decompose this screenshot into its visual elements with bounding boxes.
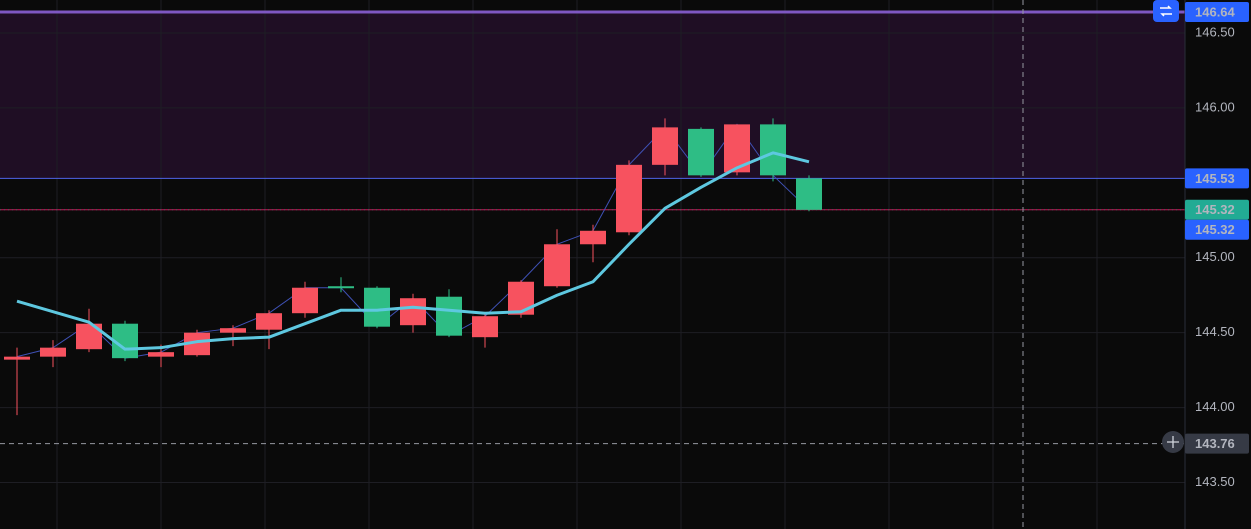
candle-body (148, 352, 174, 357)
candle-body (544, 244, 570, 287)
candle-body (688, 128, 714, 176)
settings-icon (1160, 5, 1172, 17)
candle-body (472, 316, 498, 338)
candle-body (616, 164, 642, 233)
candle-body (220, 328, 246, 333)
candle-body (328, 286, 354, 289)
y-tick-label: 144.00 (1195, 399, 1235, 414)
price-label-box (1185, 219, 1249, 240)
candle-body (436, 296, 462, 336)
y-tick-label: 146.50 (1195, 24, 1235, 39)
candle-body (256, 313, 282, 330)
candle-body (796, 178, 822, 210)
candle-body (364, 287, 390, 327)
candle-body (652, 127, 678, 165)
candle-body (580, 230, 606, 245)
candle-body (400, 298, 426, 326)
y-tick-label: 145.00 (1195, 249, 1235, 264)
price-label: 145.53 (1195, 171, 1235, 186)
background-layer (0, 11, 1185, 179)
price-label: 143.76 (1195, 436, 1235, 451)
candle-body (4, 356, 30, 360)
candle-body (760, 124, 786, 176)
candle-body (508, 281, 534, 315)
y-tick-label: 146.00 (1195, 99, 1235, 114)
price-label-box (1185, 199, 1249, 220)
price-label: 145.32 (1195, 202, 1235, 217)
candle-body (40, 347, 66, 357)
price-label: 145.32 (1195, 222, 1235, 237)
plot (0, 10, 1185, 445)
price-label: 146.64 (1195, 4, 1236, 19)
price-label-box (1185, 168, 1249, 189)
crosshair-icon (1167, 436, 1179, 448)
price-label-box (1185, 1, 1249, 22)
y-tick-label: 144.50 (1195, 324, 1235, 339)
zone (0, 11, 1185, 179)
y-tick-label: 143.50 (1195, 474, 1235, 489)
candle-body (184, 332, 210, 356)
candle-body (292, 287, 318, 314)
settings-button[interactable] (1153, 0, 1179, 22)
price-axis: 146.50 146.00 145.00 144.50 144.00 143.50 146.… (1184, 0, 1249, 529)
price-label-box (1185, 433, 1249, 454)
moving-average (16, 151, 810, 351)
